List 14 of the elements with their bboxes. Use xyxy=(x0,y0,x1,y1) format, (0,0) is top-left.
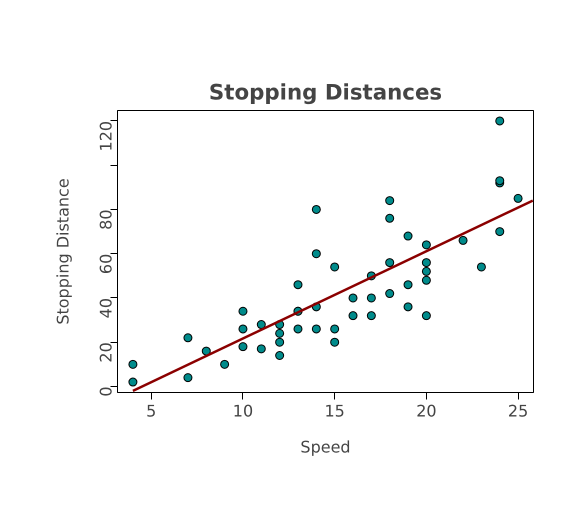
x-tick-label: 5 xyxy=(146,402,156,420)
y-tick-label: 20 xyxy=(96,342,116,363)
x-tick-label: 20 xyxy=(416,402,437,420)
y-tick-label: 80 xyxy=(96,209,116,230)
x-tick-label: 15 xyxy=(324,402,345,420)
y-axis-title: Stopping Distance xyxy=(54,178,72,325)
y-tick-label: 40 xyxy=(96,298,116,318)
x-tick-label: 10 xyxy=(232,402,254,420)
y-tick-label: 120 xyxy=(96,120,116,152)
y-tick-label: 0 xyxy=(96,386,116,397)
y-tick-label: 60 xyxy=(96,254,116,274)
x-axis-title: Speed xyxy=(300,438,351,456)
chart-title: Stopping Distances xyxy=(208,80,442,106)
x-tick-label: 25 xyxy=(508,402,528,420)
